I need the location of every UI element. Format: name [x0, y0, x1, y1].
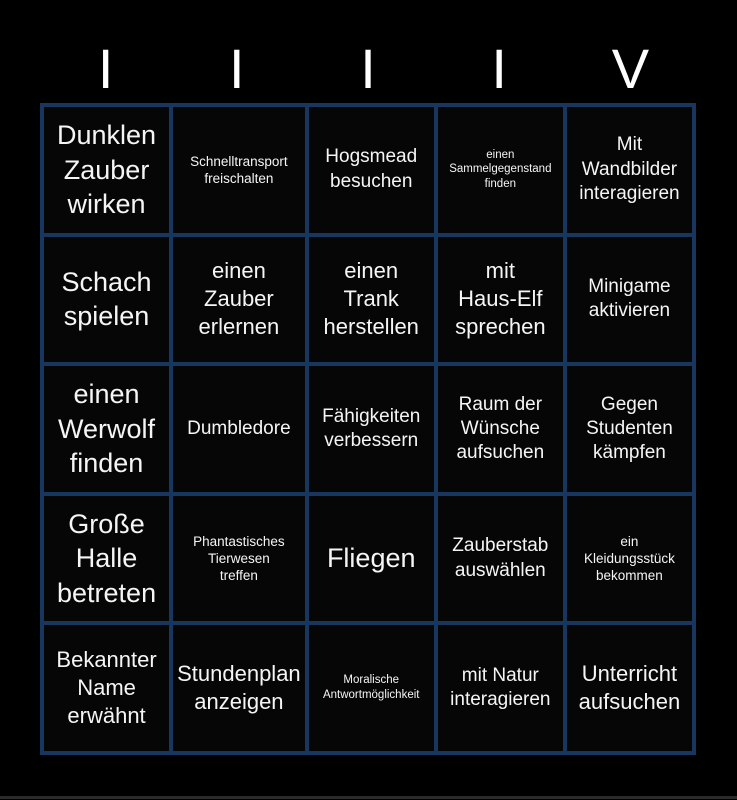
- bingo-cell-r1c1[interactable]: Dunklen Zauber wirken: [44, 107, 170, 233]
- bingo-cell-r1c4[interactable]: einen Sammelgegenstand finden: [437, 107, 563, 233]
- bingo-cell-r1c2[interactable]: Schnelltransport freischalten: [173, 107, 305, 233]
- column-letter-1: I: [97, 37, 114, 100]
- column-letter-3: I: [360, 37, 376, 100]
- bingo-cell-r5c4[interactable]: mit Natur interagieren: [437, 625, 563, 751]
- bingo-cell-r3c5[interactable]: Gegen Studenten kämpfen: [566, 366, 692, 492]
- bingo-cell-r3c2[interactable]: Dumbledore: [173, 366, 305, 492]
- bingo-cell-r4c2[interactable]: Phantastisches Tierwesen treffen: [173, 495, 305, 622]
- bingo-cell-r1c3[interactable]: Hogsmead besuchen: [308, 107, 434, 233]
- bingo-grid: Dunklen Zauber wirken Schnelltransport f…: [40, 103, 696, 755]
- bingo-cell-r5c3[interactable]: Moralische Antwortmöglichkeit: [308, 625, 434, 751]
- column-letter-4: I: [491, 37, 507, 100]
- bingo-cell-r4c5[interactable]: ein Kleidungsstück bekommen: [566, 495, 692, 622]
- bingo-cell-r2c5[interactable]: Minigame aktivieren: [566, 236, 692, 363]
- bingo-cell-r5c2[interactable]: Stundenplan anzeigen: [173, 625, 305, 751]
- bingo-cell-r2c1[interactable]: Schach spielen: [44, 236, 170, 363]
- column-letter-2: I: [229, 37, 245, 100]
- bingo-cell-r2c2[interactable]: einen Zauber erlernen: [173, 236, 305, 363]
- bingo-cell-r3c1[interactable]: einen Werwolf finden: [44, 366, 170, 492]
- footer-strip: [0, 796, 737, 799]
- bingo-cell-r3c3[interactable]: Fähigkeiten verbessern: [308, 366, 434, 492]
- bingo-cell-r2c3[interactable]: einen Trank herstellen: [308, 236, 434, 363]
- column-letter-5: V: [611, 37, 650, 100]
- bingo-cell-r5c5[interactable]: Unterricht aufsuchen: [566, 625, 692, 751]
- bingo-cell-r5c1[interactable]: Bekannter Name erwähnt: [44, 625, 170, 751]
- bingo-cell-r4c4[interactable]: Zauberstab auswählen: [437, 495, 563, 622]
- bingo-cell-r2c4[interactable]: mit Haus-Elf sprechen: [437, 236, 563, 363]
- column-letters-header: I I I I V: [40, 0, 696, 103]
- bingo-cell-r1c5[interactable]: Mit Wandbilder interagieren: [566, 107, 692, 233]
- bingo-cell-r4c1[interactable]: Große Halle betreten: [44, 495, 170, 622]
- bingo-cell-r3c4[interactable]: Raum der Wünsche aufsuchen: [437, 366, 563, 492]
- bingo-cell-r4c3[interactable]: Fliegen: [308, 495, 434, 622]
